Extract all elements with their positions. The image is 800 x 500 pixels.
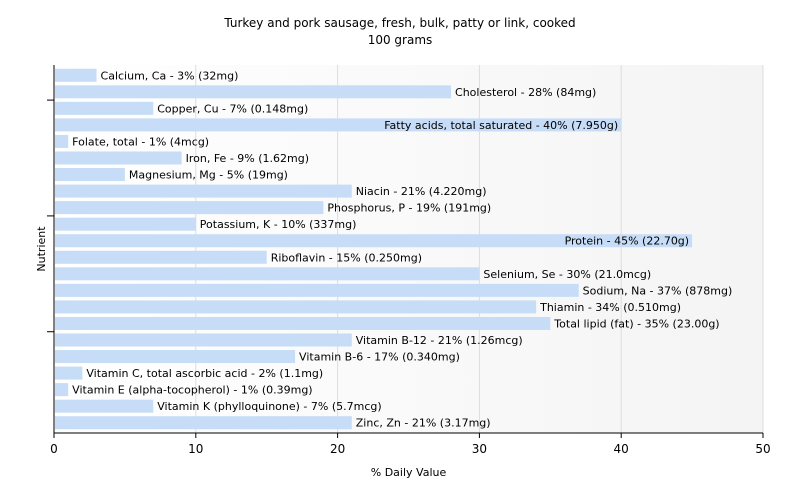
bar-label: Phosphorus, P - 19% (191mg): [327, 202, 491, 215]
bar: [55, 134, 69, 148]
bar-label: Cholesterol - 28% (84mg): [455, 86, 596, 99]
x-tick-label: 10: [188, 442, 203, 456]
bar-label: Iron, Fe - 9% (1.62mg): [186, 152, 309, 165]
x-tick-label: 50: [755, 442, 770, 456]
chart-title: Turkey and pork sausage, fresh, bulk, pa…: [224, 16, 576, 30]
bar: [55, 333, 352, 347]
bar-label: Vitamin B-6 - 17% (0.340mg): [299, 351, 460, 364]
bar: [55, 184, 352, 198]
bar-label: Magnesium, Mg - 5% (19mg): [129, 169, 288, 182]
bar-label: Vitamin E (alpha-tocopherol) - 1% (0.39m…: [72, 384, 312, 397]
x-tick-label: 40: [614, 442, 629, 456]
bar: [55, 168, 125, 182]
bar: [55, 118, 622, 132]
bar: [55, 416, 352, 430]
x-tick-label: 0: [50, 442, 58, 456]
bar: [55, 300, 537, 314]
bar-label: Riboflavin - 15% (0.250mg): [271, 251, 422, 264]
chart-subtitle: 100 grams: [367, 33, 433, 47]
bar-label: Protein - 45% (22.70g): [565, 235, 690, 248]
bar-label: Vitamin K (phylloquinone) - 7% (5.7mcg): [157, 400, 381, 413]
bar-label: Sodium, Na - 37% (878mg): [583, 284, 733, 297]
bar-label: Thiamin - 34% (0.510mg): [539, 301, 681, 314]
x-tick-label: 20: [330, 442, 345, 456]
bar: [55, 250, 267, 264]
x-axis-label: % Daily Value: [371, 466, 447, 479]
bar-label: Total lipid (fat) - 35% (23.00g): [553, 317, 719, 330]
y-axis-label: Nutrient: [35, 226, 48, 272]
bars: Calcium, Ca - 3% (32mg) Cholesterol - 28%…: [55, 68, 733, 430]
bar-label: Vitamin B-12 - 21% (1.26mcg): [356, 334, 523, 347]
bar-label: Selenium, Se - 30% (21.0mcg): [483, 268, 651, 281]
bar: [55, 316, 551, 330]
bar-label: Zinc, Zn - 21% (3.17mg): [356, 417, 491, 430]
x-tick-label: 30: [472, 442, 487, 456]
bar: [55, 283, 579, 297]
bar: [55, 234, 693, 248]
bar: [55, 68, 97, 82]
bar-label: Fatty acids, total saturated - 40% (7.95…: [384, 119, 618, 132]
bar: [55, 217, 196, 231]
bar: [55, 201, 324, 215]
bar-label: Copper, Cu - 7% (0.148mg): [157, 102, 308, 115]
bar: [55, 383, 69, 397]
bar: [55, 350, 296, 364]
bar-label: Niacin - 21% (4.220mg): [356, 185, 487, 198]
axes: 0 10 20 30 40 50: [47, 65, 771, 456]
bar: [55, 85, 452, 99]
bar: [55, 267, 480, 281]
bar-label: Calcium, Ca - 3% (32mg): [101, 69, 239, 82]
bar: [55, 101, 154, 115]
bar-label: Potassium, K - 10% (337mg): [200, 218, 357, 231]
bar: [55, 366, 83, 380]
bar-label: Folate, total - 1% (4mcg): [72, 135, 209, 148]
bar-label: Vitamin C, total ascorbic acid - 2% (1.1…: [86, 367, 323, 380]
bar: [55, 151, 182, 165]
bar: [55, 399, 154, 413]
